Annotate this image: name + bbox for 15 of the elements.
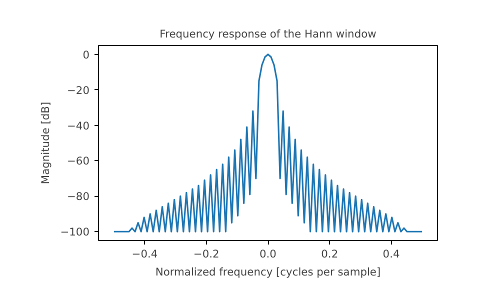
x-tick-label: 0.4: [382, 248, 400, 260]
line-series: [113, 54, 423, 232]
x-tick-label: −0.2: [193, 248, 220, 260]
chart-title: Frequency response of the Hann window: [160, 28, 377, 40]
y-axis-title: Magnitude [dB]: [39, 102, 52, 184]
y-tick-label: −40: [67, 119, 90, 132]
x-axis-title: Normalized frequency [cycles per sample]: [155, 266, 381, 278]
y-tick-label: −60: [67, 154, 90, 168]
y-tick-label: −100: [60, 226, 90, 239]
x-tick-label: 0.2: [321, 248, 338, 260]
y-tick-label: −80: [67, 190, 90, 204]
x-tick-label: −0.4: [132, 248, 158, 260]
y-tick-label: −20: [67, 84, 90, 97]
x-tick-label: 0.0: [260, 248, 277, 260]
y-tick-label: 0: [82, 48, 90, 62]
